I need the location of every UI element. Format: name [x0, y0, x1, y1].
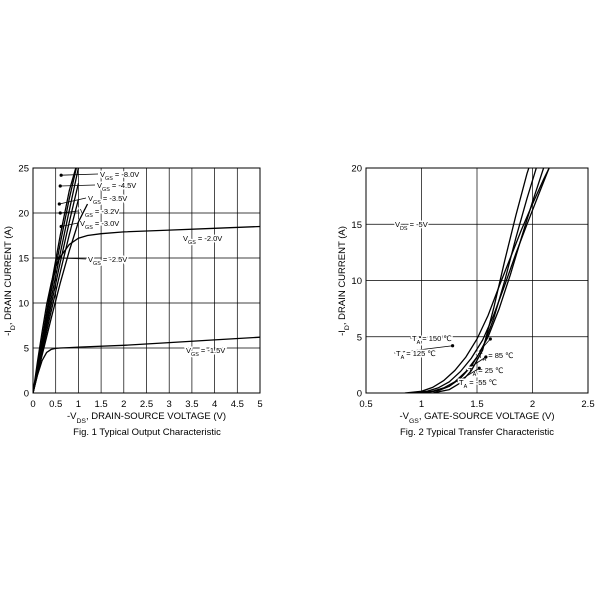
y-tick-label: 5: [357, 332, 362, 343]
label-leader-line: [393, 345, 453, 354]
label-arrow-head: [450, 344, 455, 348]
plot-frame: [32, 167, 261, 394]
x-tick-label: 5: [257, 399, 262, 410]
label-arrow-head: [59, 224, 63, 229]
label-arrow-head: [442, 335, 446, 339]
y-axis-label: -ID, DRAIN CURRENT (A): [3, 226, 17, 336]
x-axis-label: -VGS, GATE-SOURCE VOLTAGE (V): [399, 411, 554, 425]
y-tick-label: 0: [24, 389, 29, 400]
series-label: TA = 25 ℃: [468, 366, 504, 378]
series-label: VGS = -3.5V: [88, 194, 127, 206]
series-label: VGS = -3.0V: [80, 219, 119, 231]
y-tick-label: 25: [18, 164, 29, 175]
x-tick-label: 1.5: [470, 399, 483, 410]
label-arrow-head: [477, 366, 481, 370]
y-tick-label: 10: [18, 299, 29, 310]
x-tick-label: 3.5: [185, 399, 198, 410]
series-line: [410, 168, 550, 393]
series-label: VGS = -1.5V: [186, 346, 225, 358]
chart-caption: Fig. 1 Typical Output Characteristic: [73, 427, 221, 438]
label-arrow-head: [484, 355, 488, 359]
label-arrow-head: [58, 184, 62, 188]
x-tick-label: 2.5: [140, 399, 153, 410]
x-tick-label: 2: [530, 399, 535, 410]
label-leader-line: [61, 222, 79, 227]
series-line: [33, 199, 80, 393]
series-label: TA = 150 ℃: [412, 334, 452, 346]
y-tick-label: 20: [18, 209, 29, 220]
label-arrow-head: [59, 173, 63, 177]
x-axis-label: -VDS, DRAIN-SOURCE VOLTAGE (V): [67, 411, 226, 425]
y-tick-label: 5: [24, 344, 29, 355]
output-characteristic-chart: 0 0.5 1 1.5 2 2.5 3 3.5 4 4.5 5 0 5 10 15 20 25 -VDS, DRA…: [3, 164, 263, 439]
series-line: [33, 336, 260, 393]
series-label: VGS = -2.5V: [88, 255, 127, 267]
x-tick-label: 0.5: [359, 399, 372, 410]
y-axis-label: -ID, DRAIN CURRENT (A): [337, 226, 351, 336]
label-leader-line: [57, 257, 87, 260]
y-tick-label: 0: [357, 389, 362, 400]
series-label: TA = 125 ℃: [396, 349, 436, 361]
label-leader-line: [59, 197, 87, 205]
label-leader-line: [61, 173, 99, 176]
condition-label: VDS = -5V: [395, 220, 428, 232]
x-tick-label: 3: [167, 399, 172, 410]
x-tick-label: 0: [30, 399, 35, 410]
label-arrow-head: [488, 337, 492, 341]
series-label: VGS = -8.0V: [100, 170, 139, 182]
x-tick-label: 4.5: [231, 399, 244, 410]
x-tick-label: 1.5: [94, 399, 107, 410]
x-tick-label: 2.5: [581, 399, 594, 410]
series-label: TA = -55 ℃: [459, 378, 497, 390]
x-tick-label: 1: [419, 399, 424, 410]
x-tick-label: 1: [76, 399, 81, 410]
series-label: TA = 85 ℃: [478, 351, 514, 363]
y-tick-label: 15: [351, 220, 362, 231]
series-line: [432, 168, 530, 393]
series-label: VGS = -3.2V: [80, 207, 119, 219]
y-tick-label: 10: [351, 276, 362, 287]
label-arrow-head: [57, 202, 61, 206]
series-label: VGS = -2.0V: [183, 234, 222, 246]
label-leader-line: [409, 336, 444, 339]
series-line: [33, 225, 260, 393]
series-line: [33, 203, 89, 393]
label-arrow-head: [58, 211, 62, 215]
plot-frame: [365, 167, 589, 394]
x-tick-label: 0.5: [49, 399, 62, 410]
x-tick-label: 2: [121, 399, 126, 410]
x-tick-label: 4: [212, 399, 217, 410]
y-tick-label: 20: [351, 164, 362, 175]
series-label: VGS = -4.5V: [97, 181, 136, 193]
chart-caption: Fig. 2 Typical Transfer Characteristic: [400, 427, 554, 438]
y-tick-label: 15: [18, 254, 29, 265]
transfer-characteristic-chart: 0.5 1 1.5 2 2.5 0 5 10 15 20 -VGS, GATE-SOURCE VOL…: [337, 164, 595, 439]
label-leader-line: [456, 367, 480, 383]
